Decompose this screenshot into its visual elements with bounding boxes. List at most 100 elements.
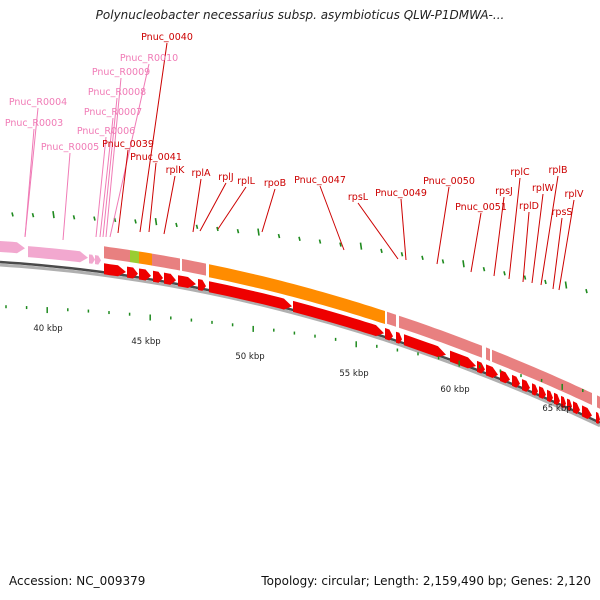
outer-tick bbox=[11, 212, 14, 217]
callout-line bbox=[217, 186, 247, 230]
feature-label: Pnuc_R0008 bbox=[88, 87, 146, 98]
callout-line bbox=[357, 202, 399, 260]
outer-tick bbox=[462, 260, 465, 268]
outer-tick bbox=[400, 252, 404, 257]
callout-line bbox=[508, 177, 521, 280]
feature-label: rpsL bbox=[348, 192, 369, 203]
callout-line bbox=[139, 42, 168, 233]
cds-arrow bbox=[561, 395, 566, 409]
outer-tick bbox=[195, 224, 199, 230]
outer-tick bbox=[380, 248, 383, 254]
outer-tick bbox=[52, 211, 55, 219]
backbone-shadow bbox=[0, 263, 600, 428]
callout-line bbox=[117, 149, 129, 234]
scale-label: 40 kbp bbox=[33, 324, 62, 334]
outer-tick bbox=[154, 217, 158, 226]
feature-label: rplJ bbox=[218, 172, 233, 183]
feature-label: Pnuc_R0009 bbox=[92, 67, 150, 78]
outer-tick bbox=[339, 242, 342, 247]
rrna-arrow bbox=[0, 241, 25, 254]
cds-block-orange bbox=[139, 251, 152, 266]
callout-line bbox=[522, 211, 530, 283]
callout-line bbox=[436, 186, 450, 265]
outer-tick bbox=[482, 267, 486, 272]
feature-label: rplD bbox=[519, 201, 539, 212]
outer-tick bbox=[134, 219, 137, 224]
cds-arrow bbox=[385, 328, 393, 341]
cds-arrow bbox=[532, 383, 538, 396]
map-title: Polynucleobacter necessarius subsp. asym… bbox=[95, 8, 505, 22]
feature-label: Pnuc_0051 bbox=[455, 202, 507, 213]
cds-block bbox=[104, 246, 130, 263]
scale-label: 60 kbp bbox=[440, 385, 469, 395]
cds-arrow bbox=[512, 374, 520, 388]
callout-line bbox=[540, 175, 559, 286]
outer-tick-marks bbox=[11, 211, 588, 294]
scale-label: 55 kbp bbox=[339, 369, 368, 379]
cds-arrow bbox=[209, 281, 292, 310]
callout-line bbox=[470, 212, 482, 273]
cds-block-green bbox=[130, 250, 139, 264]
outer-tick bbox=[216, 226, 219, 232]
cds-arrow bbox=[486, 364, 498, 378]
cds-arrow bbox=[198, 279, 206, 291]
outer-tick bbox=[318, 239, 322, 244]
cds-block bbox=[152, 253, 180, 271]
cds-arrow bbox=[567, 398, 572, 411]
cds-arrow bbox=[522, 379, 530, 392]
callout-line bbox=[109, 63, 150, 238]
scale-label: 65 kbp bbox=[542, 404, 571, 414]
feature-label: rpsJ bbox=[495, 186, 513, 197]
cds-arrow bbox=[573, 401, 580, 415]
scale-ruler: 40 kbp 45 kbp 50 kbp 55 kbp 60 kbp 65 kbp bbox=[5, 305, 584, 414]
cds-block bbox=[492, 349, 592, 405]
callout-line bbox=[24, 128, 35, 238]
cds-arrow bbox=[539, 386, 546, 399]
feature-label: Pnuc_0040 bbox=[141, 32, 193, 43]
feature-label: rplB bbox=[548, 165, 567, 176]
outer-tick bbox=[175, 222, 178, 228]
outer-tick bbox=[359, 242, 363, 250]
callout-line bbox=[95, 136, 107, 238]
cds-arrow bbox=[554, 392, 560, 406]
feature-label: Pnuc_0039 bbox=[102, 139, 154, 150]
cds-arrow bbox=[153, 270, 163, 283]
cds-arrow bbox=[547, 389, 553, 403]
callout-line bbox=[261, 188, 276, 233]
callout-line bbox=[493, 196, 505, 277]
cds-arrow bbox=[396, 331, 402, 344]
feature-label: Pnuc_0041 bbox=[130, 152, 182, 163]
cds-arrow bbox=[293, 300, 384, 337]
callout-line bbox=[105, 77, 122, 238]
outer-tick bbox=[298, 236, 301, 241]
outer-tick bbox=[564, 281, 568, 289]
callout-line bbox=[552, 217, 563, 290]
callout-line bbox=[99, 117, 114, 238]
feature-label: Pnuc_R0007 bbox=[84, 107, 142, 118]
feature-label: rplL bbox=[237, 176, 256, 187]
outer-tick bbox=[523, 275, 527, 280]
outer-tick bbox=[421, 255, 424, 260]
feature-labels: Pnuc_R0004 Pnuc_R0003 Pnuc_R0005 Pnuc_R0006… bbox=[5, 32, 584, 218]
feature-label: rplW bbox=[532, 183, 555, 194]
feature-label: rplA bbox=[191, 168, 211, 179]
callout-line bbox=[148, 162, 157, 233]
feature-label: Pnuc_R0010 bbox=[120, 53, 178, 64]
cds-arrow bbox=[500, 370, 510, 384]
callout-line bbox=[199, 182, 227, 232]
cds-arrow bbox=[450, 350, 476, 369]
callout-line bbox=[531, 193, 544, 284]
outer-tick bbox=[277, 233, 281, 239]
cds-block bbox=[399, 315, 482, 358]
feature-label: Pnuc_R0006 bbox=[77, 126, 135, 137]
feature-track bbox=[0, 241, 600, 424]
outer-tick bbox=[72, 215, 76, 220]
cds-arrow bbox=[164, 272, 176, 285]
callout-line bbox=[62, 152, 71, 241]
outer-tick bbox=[544, 279, 547, 285]
cds-arrow bbox=[596, 411, 600, 424]
feature-label: Pnuc_R0004 bbox=[9, 97, 67, 108]
cds-block-rpob bbox=[209, 264, 385, 324]
callout-line bbox=[163, 175, 176, 235]
